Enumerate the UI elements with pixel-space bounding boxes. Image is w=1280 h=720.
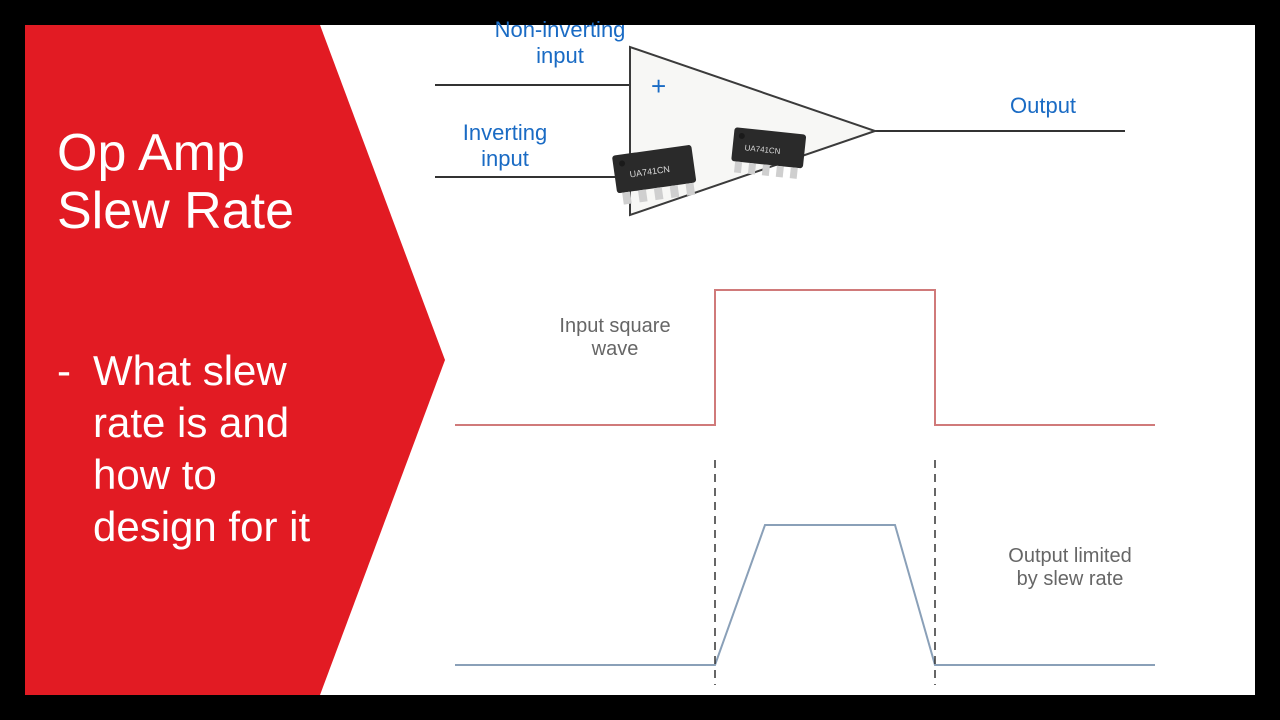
input-wave-label: Input square wave <box>535 315 695 361</box>
waveforms <box>25 25 1255 705</box>
output-wave-label-1: Output limited <box>1008 545 1131 567</box>
input-wave-label-2: wave <box>592 338 639 360</box>
input-wave-label-1: Input square <box>559 315 670 337</box>
stage: Op Amp Slew Rate - What slew rate is and… <box>0 0 1280 720</box>
output-wave-label: Output limited by slew rate <box>985 545 1155 591</box>
output-wave-label-2: by slew rate <box>1017 568 1124 590</box>
